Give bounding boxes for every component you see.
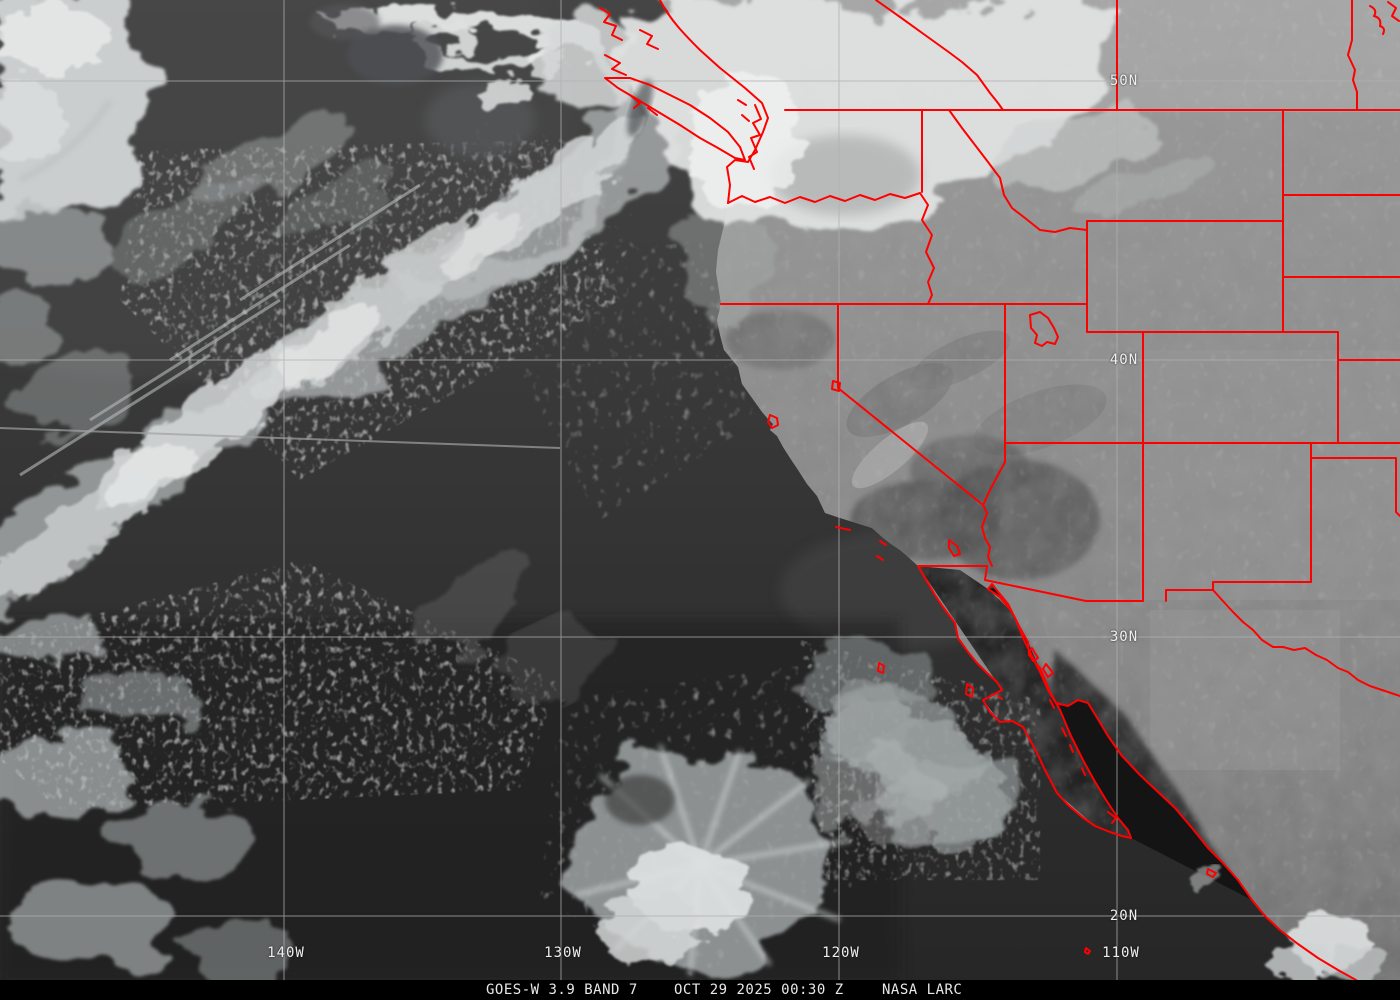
- caption-credit: NASA LARC: [882, 982, 963, 998]
- longitude-gridlines: [283, 0, 1118, 980]
- political-boundaries: [599, 0, 1400, 1000]
- pacific-northwest-coast: [599, 0, 769, 204]
- lakes-islands: [767, 311, 1217, 955]
- caption-product: GOES-W 3.9 BAND 7: [486, 982, 638, 998]
- latitude-gridlines: [0, 80, 1400, 917]
- lat-label-50n: 50N: [1109, 73, 1139, 89]
- caption-timestamp: OCT 29 2025 00:30 Z: [674, 982, 844, 998]
- lon-label-140w: 140W: [267, 945, 305, 961]
- lon-label-110w: 110W: [1102, 945, 1140, 961]
- mexico-borders-coast: [917, 565, 1400, 1000]
- us-state-borders: [720, 109, 1400, 602]
- lat-label-20n: 20N: [1109, 908, 1139, 924]
- caption-bar: [0, 980, 1400, 1000]
- canada-borders: [784, 0, 1400, 111]
- lon-label-120w: 120W: [822, 945, 860, 961]
- lat-label-40n: 40N: [1109, 352, 1139, 368]
- lat-label-30n: 30N: [1109, 629, 1139, 645]
- lon-label-130w: 130W: [544, 945, 582, 961]
